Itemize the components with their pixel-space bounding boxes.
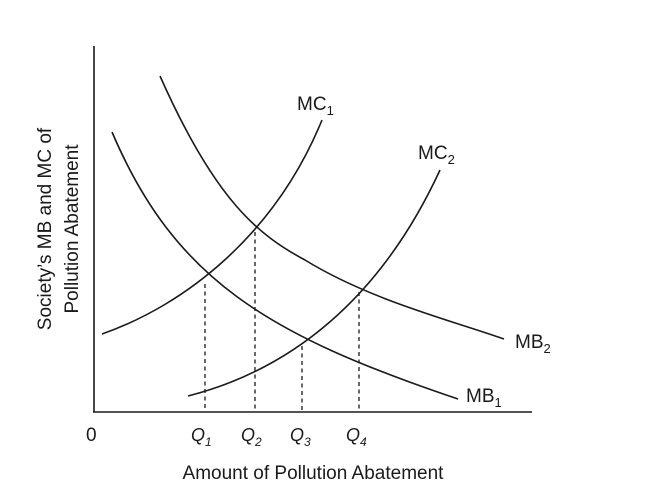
q2-label: Q2 xyxy=(241,425,262,449)
mc1-curve xyxy=(101,119,323,335)
mb2-curve xyxy=(159,75,505,340)
mc1-label: MC1 xyxy=(297,94,334,118)
q3-label: Q3 xyxy=(290,425,311,449)
x-axis-title: Amount of Pollution Abatement xyxy=(183,463,445,484)
y-axis-title-line1: Society’s MB and MC of xyxy=(35,127,56,330)
mc2-label: MC2 xyxy=(418,143,455,167)
q1-label: Q1 xyxy=(191,425,212,449)
mb2-label: MB2 xyxy=(515,332,551,356)
mb1-curve xyxy=(111,131,459,400)
mc2-curve xyxy=(187,169,441,397)
y-axis-title-line2: Pollution Abatement xyxy=(62,144,83,314)
q4-label: Q4 xyxy=(346,425,367,449)
origin-label: 0 xyxy=(86,425,97,446)
mb1-label: MB1 xyxy=(466,386,502,410)
